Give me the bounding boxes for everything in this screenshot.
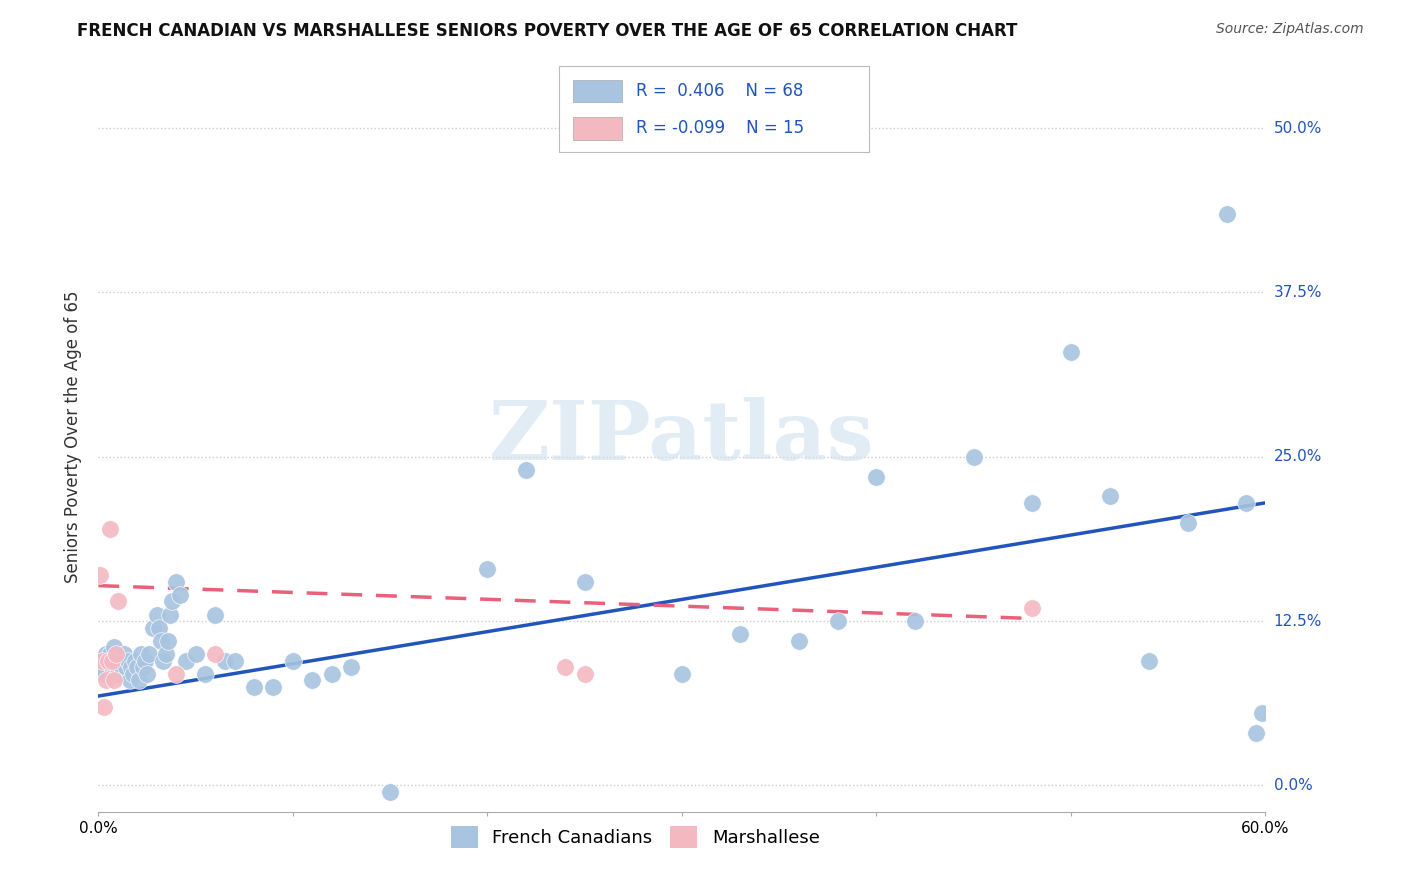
- Point: [340, 660, 363, 674]
- Text: Source: ZipAtlas.com: Source: ZipAtlas.com: [1216, 22, 1364, 37]
- Point: [224, 654, 246, 668]
- Point: [174, 654, 197, 668]
- Point: [97, 654, 120, 668]
- Point: [155, 647, 177, 661]
- Point: [515, 463, 537, 477]
- Point: [107, 594, 129, 608]
- Point: [159, 607, 181, 622]
- Point: [165, 574, 187, 589]
- Point: [149, 633, 172, 648]
- Point: [148, 621, 170, 635]
- Point: [904, 614, 927, 628]
- Point: [93, 699, 115, 714]
- Point: [554, 660, 576, 674]
- Point: [184, 647, 207, 661]
- Point: [321, 666, 343, 681]
- Point: [146, 607, 169, 622]
- Point: [98, 647, 121, 661]
- Point: [138, 647, 160, 661]
- FancyBboxPatch shape: [574, 117, 623, 140]
- Text: R =  0.406    N = 68: R = 0.406 N = 68: [637, 82, 804, 100]
- Point: [1137, 654, 1160, 668]
- Point: [103, 673, 125, 688]
- Text: FRENCH CANADIAN VS MARSHALLESE SENIORS POVERTY OVER THE AGE OF 65 CORRELATION CH: FRENCH CANADIAN VS MARSHALLESE SENIORS P…: [77, 22, 1018, 40]
- Point: [1244, 726, 1267, 740]
- Point: [262, 680, 284, 694]
- Text: 0.0%: 0.0%: [1274, 778, 1312, 793]
- Point: [132, 660, 155, 674]
- Point: [1250, 706, 1272, 720]
- Text: 25.0%: 25.0%: [1274, 450, 1322, 465]
- Point: [117, 654, 139, 668]
- Point: [214, 654, 236, 668]
- Point: [787, 633, 810, 648]
- Point: [281, 654, 304, 668]
- Point: [93, 666, 115, 681]
- Point: [103, 640, 125, 655]
- Point: [1177, 516, 1199, 530]
- Point: [122, 666, 145, 681]
- Point: [962, 450, 984, 464]
- Point: [730, 627, 752, 641]
- Point: [162, 594, 184, 608]
- Point: [104, 654, 127, 668]
- Point: [134, 654, 156, 668]
- Text: R = -0.099    N = 15: R = -0.099 N = 15: [637, 120, 804, 137]
- Point: [243, 680, 266, 694]
- Point: [127, 660, 149, 674]
- Point: [101, 660, 124, 674]
- Point: [91, 654, 114, 668]
- Text: 50.0%: 50.0%: [1274, 120, 1322, 136]
- Point: [1060, 344, 1083, 359]
- Point: [89, 568, 111, 582]
- Point: [301, 673, 323, 688]
- Point: [142, 621, 165, 635]
- Point: [96, 647, 118, 661]
- Point: [136, 666, 159, 681]
- Point: [129, 647, 152, 661]
- Point: [98, 522, 121, 536]
- Point: [169, 588, 191, 602]
- Point: [104, 647, 127, 661]
- Point: [671, 666, 693, 681]
- Point: [1021, 601, 1043, 615]
- Point: [91, 660, 114, 674]
- Point: [1021, 496, 1043, 510]
- Point: [194, 666, 217, 681]
- Legend: French Canadians, Marshallese: French Canadians, Marshallese: [443, 819, 827, 855]
- Point: [827, 614, 849, 628]
- FancyBboxPatch shape: [560, 66, 869, 153]
- Point: [114, 660, 136, 674]
- Point: [204, 647, 226, 661]
- Point: [1098, 489, 1121, 503]
- Point: [118, 673, 141, 688]
- Point: [128, 673, 150, 688]
- Point: [477, 561, 499, 575]
- Point: [574, 666, 596, 681]
- FancyBboxPatch shape: [574, 79, 623, 103]
- Point: [1234, 496, 1257, 510]
- Point: [124, 654, 146, 668]
- Point: [152, 654, 174, 668]
- Point: [107, 666, 129, 681]
- Text: ZIPatlas: ZIPatlas: [489, 397, 875, 477]
- Point: [111, 660, 134, 674]
- Point: [380, 785, 402, 799]
- Point: [101, 654, 124, 668]
- Point: [1215, 206, 1237, 220]
- Point: [165, 666, 187, 681]
- Y-axis label: Seniors Poverty Over the Age of 65: Seniors Poverty Over the Age of 65: [65, 291, 83, 583]
- Point: [157, 633, 180, 648]
- Text: 37.5%: 37.5%: [1274, 285, 1322, 300]
- Point: [121, 660, 143, 674]
- Point: [574, 574, 596, 589]
- Point: [204, 607, 226, 622]
- Text: 12.5%: 12.5%: [1274, 614, 1322, 629]
- Point: [96, 673, 118, 688]
- Point: [97, 654, 120, 668]
- Point: [108, 654, 131, 668]
- Point: [112, 647, 135, 661]
- Point: [865, 469, 887, 483]
